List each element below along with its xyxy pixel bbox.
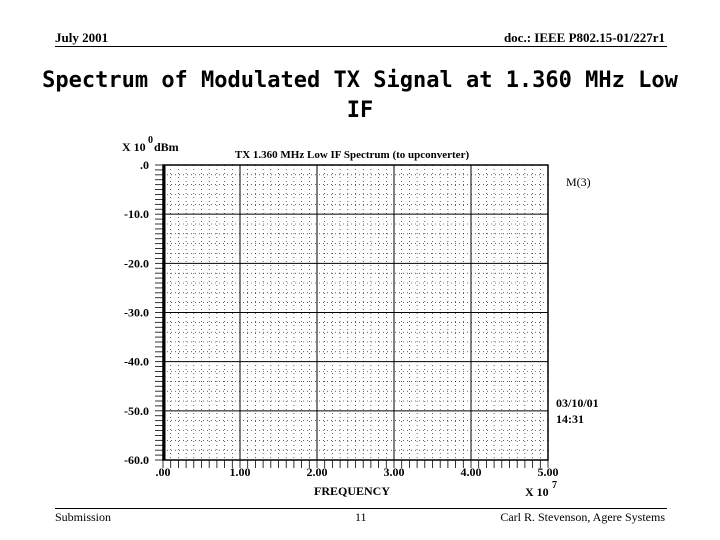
header-doc: doc.: IEEE P802.15-01/227r1 xyxy=(503,30,665,45)
footer-left: Submission xyxy=(55,510,112,524)
y-scale: X 10 xyxy=(122,140,146,154)
y-tick-label: -10.0 xyxy=(124,207,149,221)
x-tick-label: 4.00 xyxy=(461,465,482,479)
y-tick-label: -20.0 xyxy=(124,256,149,270)
y-unit: dBm xyxy=(154,140,179,154)
x-scale: X 10 xyxy=(525,485,549,499)
header-date: July 2001 xyxy=(55,30,109,45)
time-stamp: 14:31 xyxy=(556,412,584,426)
footer-rule xyxy=(55,508,667,509)
chart-title: TX 1.360 MHz Low IF Spectrum (to upconve… xyxy=(235,149,470,161)
x-tick-label: 2.00 xyxy=(307,465,328,479)
x-tick-label: 3.00 xyxy=(384,465,405,479)
marker-label: M(3) xyxy=(566,175,591,189)
page-number: 11 xyxy=(355,510,367,524)
date-stamp: 03/10/01 xyxy=(556,396,599,410)
slide-title: Spectrum of Modulated TX Signal at 1.360… xyxy=(42,68,678,123)
y-tick-label: .0 xyxy=(140,158,149,172)
x-tick-label: 5.00 xyxy=(538,465,559,479)
x-tick-label: 1.00 xyxy=(230,465,251,479)
y-scale-exp: 0 xyxy=(148,135,153,146)
x-label: FREQUENCY xyxy=(314,484,390,498)
footer-right: Carl R. Stevenson, Agere Systems xyxy=(500,510,665,524)
x-scale-exp: 7 xyxy=(552,480,557,491)
y-tick-label: -40.0 xyxy=(124,355,149,369)
header-rule xyxy=(55,46,667,47)
y-tick-label: -30.0 xyxy=(124,306,149,320)
y-tick-label: -60.0 xyxy=(124,453,149,467)
y-tick-label: -50.0 xyxy=(124,404,149,418)
x-tick-label: .00 xyxy=(156,465,171,479)
